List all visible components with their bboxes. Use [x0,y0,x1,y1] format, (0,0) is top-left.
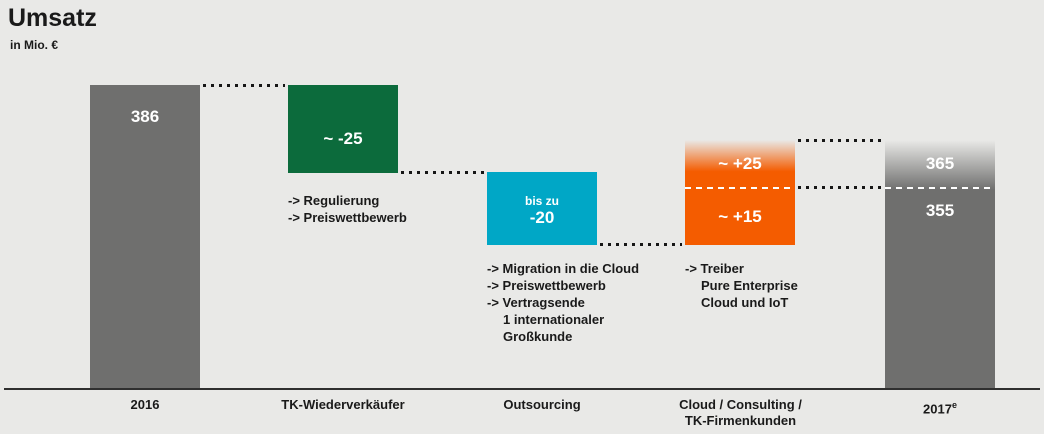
bar-2016: 386 [90,85,200,388]
category-label-outsourcing: Outsourcing [462,397,622,413]
bar-tk-wiederverkaeufer: ~ -25 [288,85,398,173]
chart-title: Umsatz [8,4,97,32]
annotation-line: -> Preiswettbewerb [288,210,407,225]
dashed-separator-2017e [885,187,995,189]
bar-tk-value: ~ -25 [323,129,363,148]
annotation-cloud-consulting: -> Treiber Pure Enterprise Cloud und IoT [685,260,798,311]
bar-cloud-value-low: ~ +15 [718,207,762,226]
annotation-line: Cloud und IoT [701,295,789,310]
bar-outsourcing: bis zu -20 [487,172,597,245]
bar-2017e: 365 355 [885,140,995,390]
annotation-line: -> Vertragsende [487,295,585,310]
bar-cloud-upper-zone: ~ +25 [685,140,795,187]
bar-2017e-value-high: 365 [925,153,955,173]
bar-cloud-consulting: ~ +25 ~ +15 [685,140,795,245]
bar-2016-value: 386 [130,107,160,126]
category-superscript: e [951,400,957,410]
category-label-2016: 2016 [65,397,225,413]
annotation-outsourcing: -> Migration in die Cloud -> Preiswettbe… [487,260,639,345]
annotation-line: -> Preiswettbewerb [487,278,606,293]
chart-subtitle: in Mio. € [10,38,58,52]
annotation-line: -> Treiber [685,261,744,276]
category-label-2017e: 2017e [860,397,1020,417]
connector-dotted-cloud-high-to-2017 [798,139,882,142]
connector-dotted-cloud-low-to-2017 [798,186,882,189]
category-label-cloud-consulting: Cloud / Consulting / TK-Firmenkunden [648,397,833,429]
connector-dotted-outsourcing-to-cloud [600,243,682,246]
annotation-line: -> Migration in die Cloud [487,261,640,276]
category-text: TK-Wiederverkäufer [281,397,405,412]
bar-cloud-value-high: ~ +25 [718,153,762,173]
category-text: TK-Firmenkunden [684,413,797,428]
annotation-line: Pure Enterprise [701,278,798,293]
annotation-line: Großkunde [503,329,573,344]
bar-cloud-lower-zone: ~ +15 [685,189,795,245]
annotation-line: -> Regulierung [288,193,380,208]
connector-dotted-2016-to-tk [203,84,285,87]
bar-outsourcing-prefix: bis zu [524,193,559,208]
dashed-separator-cloud [685,187,795,189]
annotation-line: 1 internationaler [503,312,605,327]
category-text: Cloud / Consulting / [679,397,802,412]
annotation-tk-wiederverkaeufer: -> Regulierung -> Preiswettbewerb [288,192,407,226]
category-text: 2017 [923,401,952,417]
category-label-tk-wiederverkaeufer: TK-Wiederverkäufer [253,397,433,413]
category-text: Outsourcing [503,397,581,412]
bar-2017e-upper-zone: 365 [885,140,995,187]
bar-2017e-lower-zone: 355 [885,189,995,390]
x-axis-line [4,388,1040,390]
connector-dotted-tk-to-outsourcing [401,171,484,174]
bar-2017e-value-low: 355 [925,201,955,220]
bar-outsourcing-value: -20 [529,207,555,227]
category-text: 2016 [130,397,160,412]
